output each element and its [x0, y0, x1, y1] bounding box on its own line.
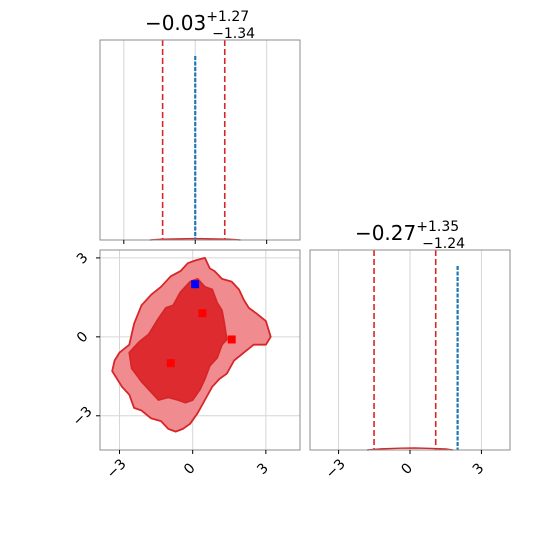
grid-bottom-right	[338, 250, 482, 450]
bottom-left-ytick-label-0: 3	[74, 250, 92, 268]
marker-0	[191, 280, 200, 289]
title-bottom-right-minus: −1.24	[422, 236, 465, 252]
marker-2	[227, 335, 236, 344]
histogram-bottom-right	[367, 447, 453, 451]
bottom-right-xtick-label-2: 3	[470, 460, 488, 478]
marker-1	[198, 309, 207, 318]
bottom-right-xtick-label-0: −3	[323, 456, 349, 482]
bottom-left-xtick-label-2: 3	[254, 460, 272, 478]
marker-3	[166, 359, 175, 368]
frame-bottom-left	[99, 249, 301, 451]
title-top-left: −0.03+1.27 −1.34	[145, 9, 255, 42]
panel-top-left-histogram: −0.03+1.27 −1.34	[99, 9, 301, 244]
title-bottom-right-plus: +1.35	[416, 219, 459, 235]
title-top-left-plus: +1.27	[206, 9, 249, 25]
title-top-left-median: −0.03	[145, 11, 206, 35]
panel-bottom-left-contour: −3 0 3 3 0 −3	[70, 249, 301, 482]
quantile-lines-bottom-right	[373, 250, 437, 450]
panel-bottom-right-histogram: −3 0 3 −0.27+1.35 −1.24	[309, 219, 511, 482]
bottom-right-xtick-label-1: 0	[398, 460, 416, 478]
bottom-left-ytick-label-1: 0	[74, 329, 92, 347]
title-bottom-right: −0.27+1.35 −1.24	[355, 219, 465, 252]
title-top-left-minus: −1.34	[212, 26, 255, 42]
quantile-lines-top-left	[161, 40, 226, 240]
bottom-left-xtick-label-1: 0	[181, 460, 199, 478]
xticks-bottom-right: −3 0 3	[323, 450, 488, 482]
frame-top-left	[99, 39, 301, 241]
bottom-left-ytick-label-2: −3	[70, 404, 96, 430]
bottom-left-xtick-label-0: −3	[104, 456, 130, 482]
markers-bottom-left	[166, 280, 236, 368]
xticks-top-left	[123, 240, 268, 244]
title-bottom-right-median: −0.27	[355, 221, 416, 245]
bottom-right-histogram-step	[367, 447, 453, 451]
